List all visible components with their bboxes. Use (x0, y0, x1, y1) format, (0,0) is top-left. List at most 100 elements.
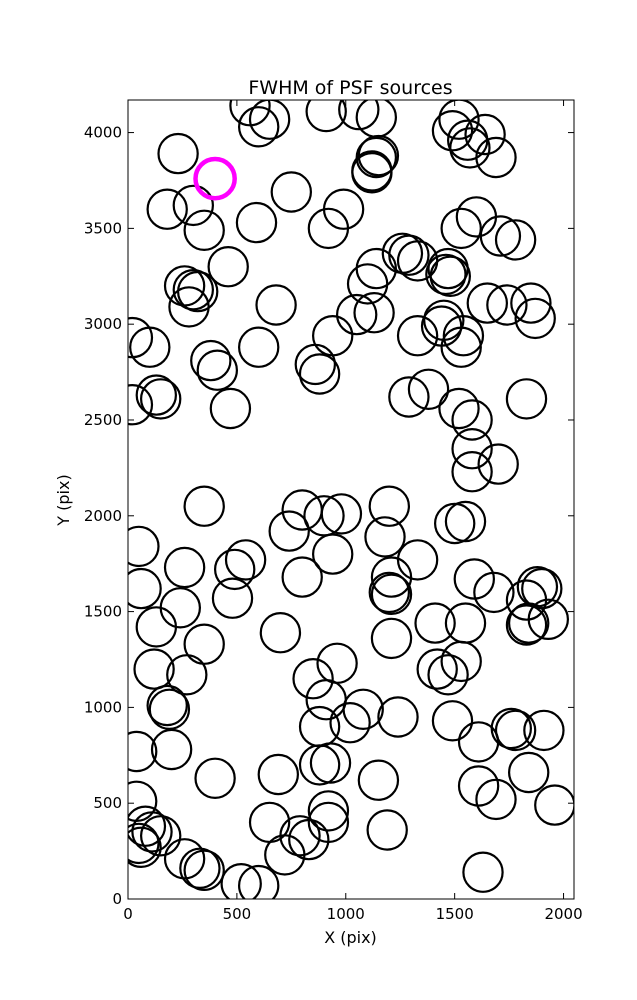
source-circle (396, 315, 439, 357)
source-circle (307, 801, 350, 844)
highlighted-source-circle (193, 156, 237, 201)
source-circle (183, 849, 225, 892)
source-circle (207, 246, 249, 288)
source-circle (139, 815, 182, 857)
source-circle (307, 790, 350, 832)
source-circle (128, 384, 154, 426)
x-tick-label: 500 (223, 905, 252, 923)
source-circle (129, 326, 171, 368)
source-circle (534, 784, 574, 826)
source-circle (329, 702, 371, 744)
source-circle (475, 136, 517, 179)
source-circle (444, 500, 487, 543)
source-circle (298, 353, 341, 395)
source-circle (133, 648, 175, 690)
source-circle (128, 822, 160, 865)
source-circle (416, 648, 458, 690)
source-circle (442, 315, 485, 357)
source-circle (414, 602, 456, 644)
source-circle (353, 292, 395, 334)
source-circle (370, 573, 413, 616)
source-circle (183, 485, 225, 527)
y-tick-label: 4000 (84, 124, 122, 142)
source-circle (135, 374, 177, 416)
source-circle (486, 284, 528, 326)
source-circle (438, 387, 480, 430)
source-circle (312, 315, 354, 357)
source-circle (179, 847, 221, 890)
source-circle (368, 571, 410, 614)
source-circle (342, 688, 384, 731)
source-circle (281, 556, 323, 598)
source-circle (172, 269, 214, 311)
source-circle (366, 809, 408, 851)
source-circle (196, 349, 238, 391)
y-axis-label: Y (pix) (54, 474, 73, 526)
source-circle (305, 100, 347, 133)
source-circle (451, 399, 493, 441)
source-circle (336, 293, 378, 336)
source-circle (508, 751, 550, 794)
source-circle (259, 612, 302, 654)
source-circle (440, 326, 482, 368)
y-tick-label: 1500 (84, 603, 122, 621)
source-circle (322, 188, 365, 230)
source-circle (194, 757, 236, 800)
source-circle (128, 567, 162, 610)
source-circle (128, 730, 158, 773)
source-circle (312, 533, 354, 575)
y-tick-label: 1000 (84, 698, 122, 716)
source-circle (505, 604, 548, 646)
source-circle (135, 606, 177, 648)
source-circle (494, 709, 537, 752)
y-axis: 0 500 1000 1500 2000 2500 3000 3500 4000 (84, 124, 574, 908)
source-circle (338, 100, 380, 131)
source-circle (257, 753, 299, 796)
source-circle (523, 709, 565, 752)
source-circle (479, 215, 522, 257)
source-circle (477, 443, 519, 485)
source-circle (320, 493, 363, 535)
source-circle (224, 539, 267, 581)
source-circle (255, 284, 297, 326)
source-circle (150, 728, 193, 771)
source-circle (128, 805, 167, 847)
source-circle (505, 378, 548, 420)
source-circle (268, 510, 310, 552)
source-circle (490, 707, 532, 750)
source-circle (148, 688, 191, 731)
source-circle (431, 700, 474, 742)
source-circle (128, 525, 160, 568)
source-circle (457, 765, 500, 807)
source-circle (427, 654, 469, 696)
y-tick-label: 0 (112, 890, 122, 908)
source-circle (309, 742, 352, 784)
source-circle (172, 184, 214, 227)
source-circle (377, 696, 419, 738)
source-circle (407, 368, 450, 410)
source-circle (514, 297, 556, 340)
source-circle (238, 326, 280, 368)
source-circle (183, 209, 225, 251)
source-circle (211, 577, 254, 619)
y-tick-label: 3500 (84, 219, 122, 237)
chart-title: FWHM of PSF sources (248, 77, 452, 99)
x-tick-label: 1500 (436, 905, 474, 923)
source-circle (431, 109, 474, 152)
source-circle (451, 428, 493, 470)
source-circle (508, 602, 550, 644)
source-circle (279, 815, 321, 857)
source-circle (370, 617, 413, 660)
source-circle (270, 171, 312, 213)
y-tick-label: 2500 (84, 411, 122, 429)
x-tick-label: 0 (123, 905, 133, 923)
source-circle (213, 548, 256, 591)
source-circle (464, 113, 506, 156)
source-circle (425, 253, 467, 296)
source-circle (510, 282, 552, 324)
source-circle (527, 598, 570, 641)
source-circle (298, 744, 341, 786)
source-circle (451, 451, 493, 493)
source-circle (163, 838, 206, 880)
